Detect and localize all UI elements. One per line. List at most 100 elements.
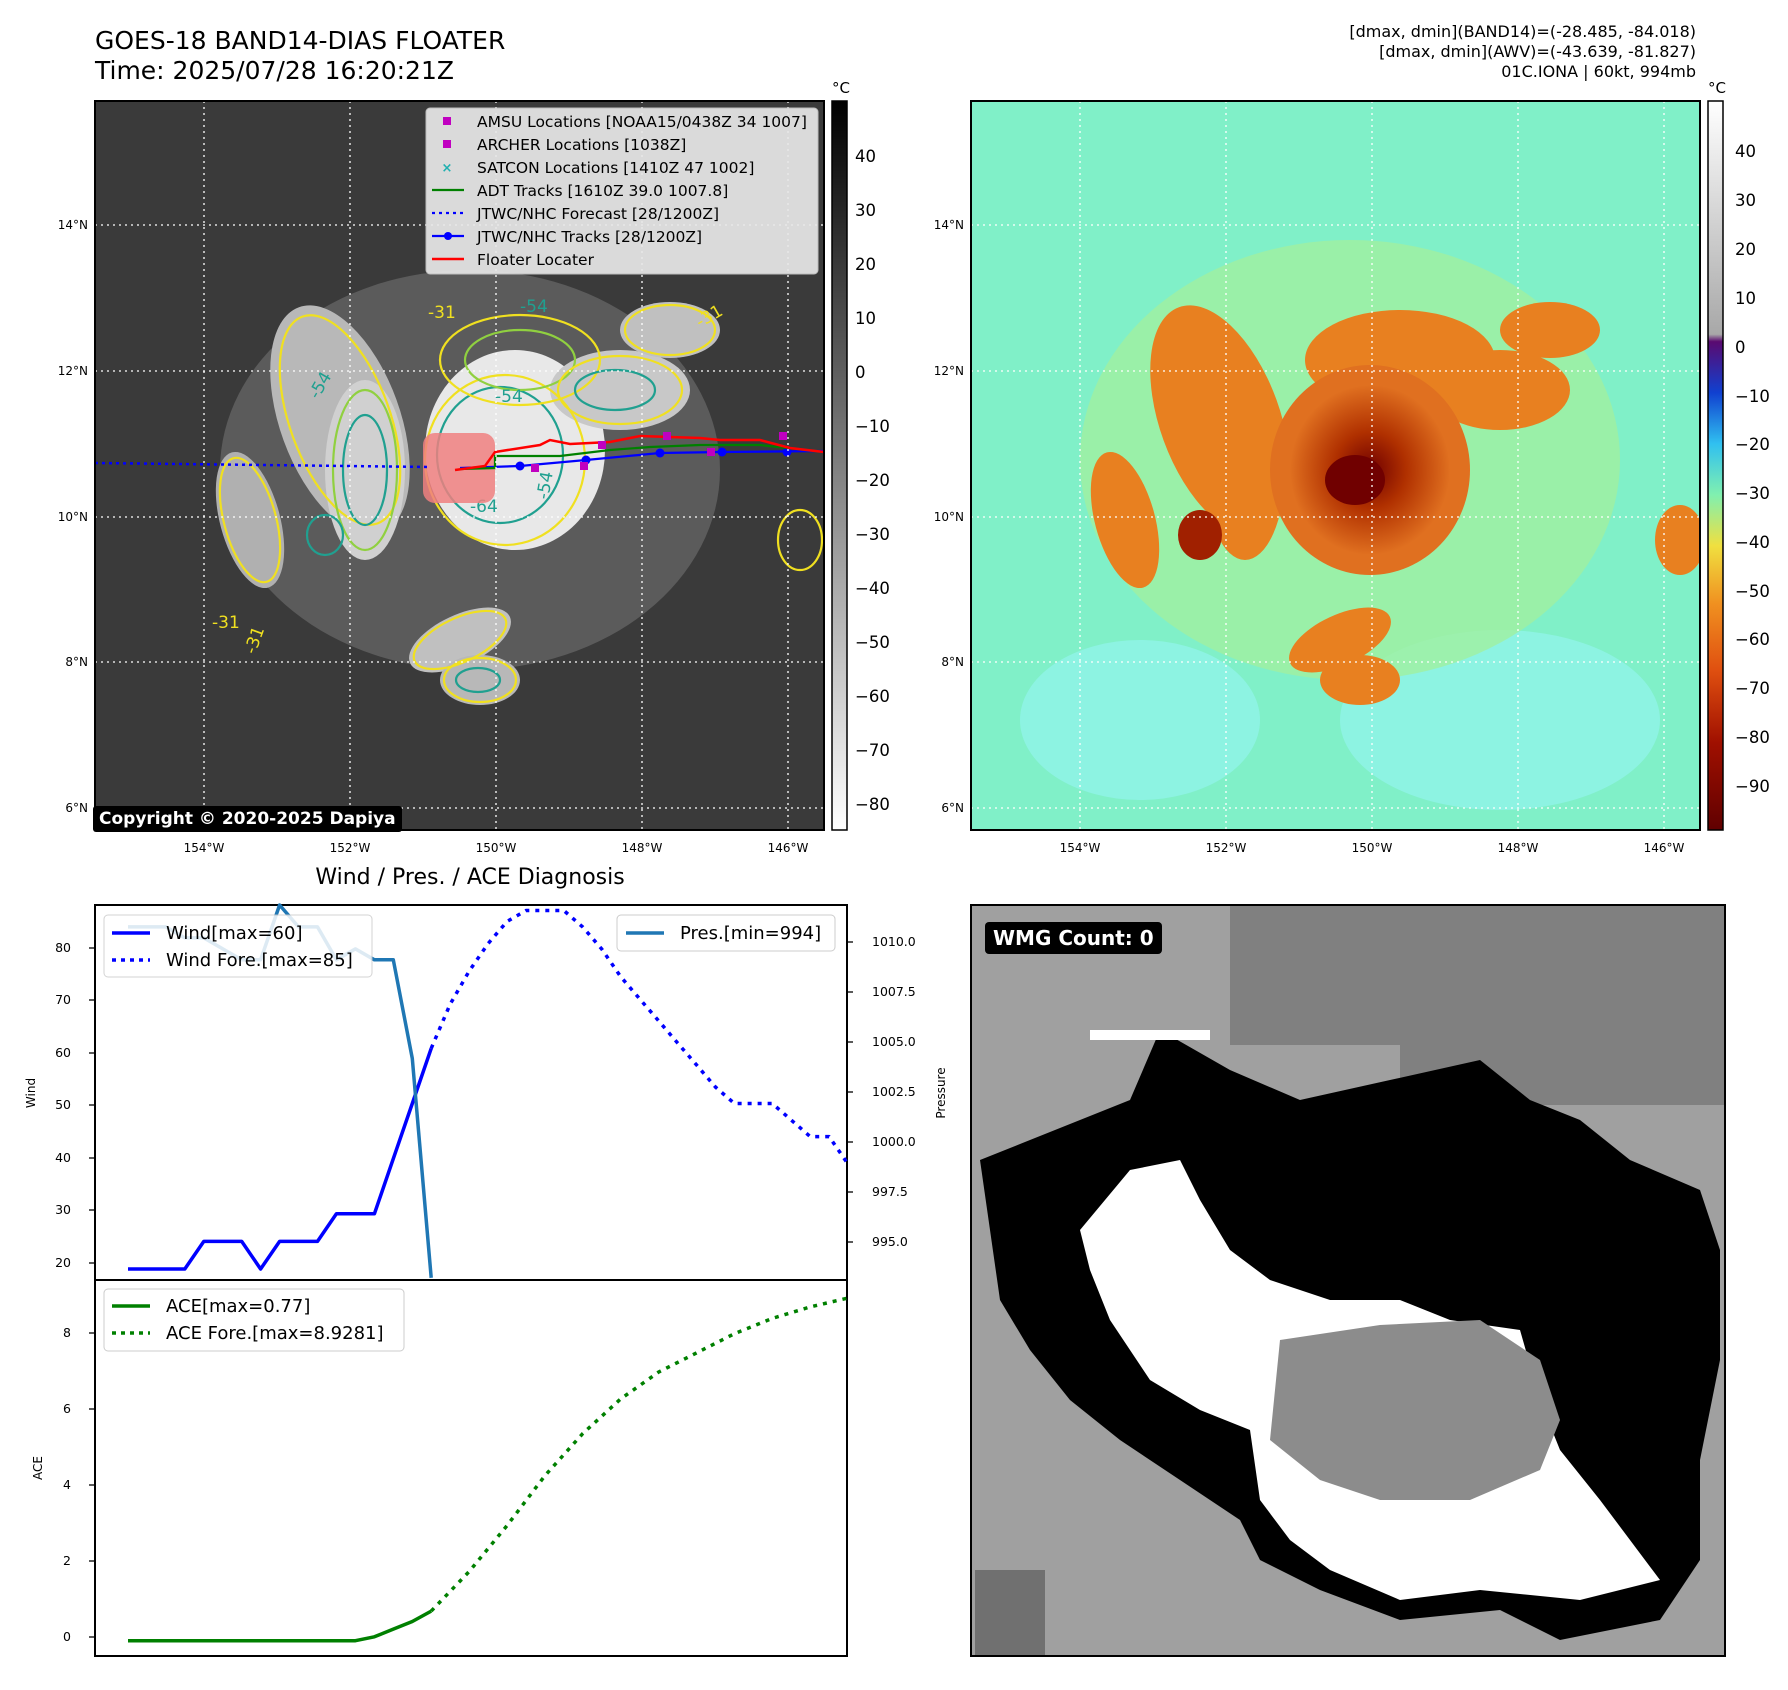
ir-map-frame bbox=[94, 100, 825, 831]
ir-tick: −70 bbox=[855, 741, 890, 760]
wmg-frame bbox=[970, 904, 1726, 1657]
ir-tick: −80 bbox=[855, 795, 890, 814]
pressure-tick: 997.5 bbox=[872, 1184, 908, 1199]
copyright-badge: Copyright © 2020-2025 Dapiya bbox=[93, 806, 402, 832]
figure-title: GOES-18 BAND14-DIAS FLOATER Time: 2025/0… bbox=[95, 26, 505, 86]
legend-marker-archer bbox=[443, 140, 451, 148]
ir-lat-labels: 14°N 12°N 10°N 8°N 6°N bbox=[58, 218, 88, 815]
contour-label: -31 bbox=[212, 613, 240, 633]
lat-label: 8°N bbox=[65, 655, 88, 669]
wind-legend: Wind[max=60] Wind Fore.[max=85] bbox=[103, 914, 373, 978]
color-tick: 30 bbox=[1735, 191, 1756, 210]
legend-pressure: Pres.[min=994] bbox=[680, 923, 821, 944]
wind-forecast-line bbox=[429, 908, 850, 1166]
ace-tick: 2 bbox=[63, 1553, 71, 1568]
wind-axis-label: Wind bbox=[24, 1078, 38, 1108]
legend-wind-fore: Wind Fore.[max=85] bbox=[166, 950, 353, 971]
ace-observed-line bbox=[128, 1609, 433, 1643]
color-tick: −30 bbox=[1735, 484, 1770, 503]
floater-track bbox=[454, 434, 824, 472]
amsu-archer-markers bbox=[531, 432, 787, 472]
ir-tick: −60 bbox=[855, 687, 890, 706]
ir-tick: 30 bbox=[855, 201, 876, 220]
lon-label: 146°W bbox=[1644, 841, 1685, 855]
legend-label-archer: ARCHER Locations [1038Z] bbox=[477, 136, 686, 154]
lon-label: 148°W bbox=[1498, 841, 1539, 855]
ace-tick-labels: 8 6 4 2 0 bbox=[63, 1325, 71, 1644]
storm-info: 01C.IONA | 60kt, 994mb bbox=[1501, 62, 1696, 81]
pressure-tick: 1010.0 bbox=[872, 934, 916, 949]
wind-observed-line bbox=[128, 1047, 433, 1271]
ir-tick: −50 bbox=[855, 633, 890, 652]
legend-label-amsu: AMSU Locations [NOAA15/0438Z 34 1007] bbox=[477, 113, 807, 131]
lon-label: 154°W bbox=[184, 841, 225, 855]
wind-tick: 50 bbox=[55, 1097, 71, 1112]
ir-colorbar-unit: °C bbox=[832, 79, 850, 97]
color-lat-labels: 14°N 12°N 10°N 8°N 6°N bbox=[934, 218, 964, 815]
color-tick: −70 bbox=[1735, 679, 1770, 698]
ir-tick: −20 bbox=[855, 471, 890, 490]
ir-tick: 0 bbox=[855, 363, 866, 382]
wind-tick: 60 bbox=[55, 1045, 71, 1060]
color-map-panel bbox=[971, 101, 1700, 830]
ir-colorbar: °C 40 30 20 10 0 −10 −20 −30 −40 −50 −60… bbox=[831, 79, 890, 831]
wmg-panel bbox=[971, 905, 1725, 1656]
color-cloud-bands bbox=[1090, 302, 1700, 705]
ace-legend: ACE[max=0.77] ACE Fore.[max=8.9281] bbox=[103, 1288, 405, 1352]
legend-label-forecast: JTWC/NHC Forecast [28/1200Z] bbox=[476, 205, 719, 223]
jtwc-track-points bbox=[515, 447, 792, 471]
color-lon-labels: 154°W 152°W 150°W 148°W 146°W bbox=[1060, 841, 1685, 855]
ir-tick: 20 bbox=[855, 255, 876, 274]
color-tick: −80 bbox=[1735, 728, 1770, 747]
ir-tick: −30 bbox=[855, 525, 890, 544]
color-tick: −60 bbox=[1735, 630, 1770, 649]
color-tick: −90 bbox=[1735, 777, 1770, 796]
title-line-2: Time: 2025/07/28 16:20:21Z bbox=[95, 56, 454, 85]
lat-label: 10°N bbox=[58, 510, 88, 524]
color-tick: −40 bbox=[1735, 533, 1770, 552]
legend-label-floater: Floater Locater bbox=[477, 251, 595, 269]
ir-lon-labels: 154°W 152°W 150°W 148°W 146°W bbox=[184, 841, 809, 855]
ir-tick: −40 bbox=[855, 579, 890, 598]
lon-label: 150°W bbox=[1352, 841, 1393, 855]
legend-marker-satcon: × bbox=[442, 161, 453, 176]
color-map-frame bbox=[970, 100, 1701, 831]
lat-label: 6°N bbox=[65, 801, 88, 815]
lon-label: 152°W bbox=[1206, 841, 1247, 855]
figure-info: [dmax, dmin](BAND14)=(-28.485, -84.018) … bbox=[1349, 22, 1696, 82]
awv-range: [dmax, dmin](AWV)=(-43.639, -81.827) bbox=[1379, 42, 1696, 61]
title-line-1: GOES-18 BAND14-DIAS FLOATER bbox=[95, 26, 506, 55]
legend-marker-amsu bbox=[443, 117, 451, 125]
legend-label-adt: ADT Tracks [1610Z 39.0 1007.8] bbox=[477, 182, 728, 200]
floater-locater-box bbox=[423, 433, 495, 503]
wind-tick: 40 bbox=[55, 1150, 71, 1165]
ace-forecast-line bbox=[429, 1296, 849, 1613]
coldest-tops bbox=[1325, 455, 1385, 505]
wind-tick-labels: 80 70 60 50 40 30 20 bbox=[55, 940, 71, 1270]
lon-label: 154°W bbox=[1060, 841, 1101, 855]
ace-series-group bbox=[128, 1296, 849, 1643]
band14-range: [dmax, dmin](BAND14)=(-28.485, -84.018) bbox=[1349, 22, 1696, 41]
ace-tick: 8 bbox=[63, 1325, 71, 1340]
ir-tracks bbox=[95, 432, 824, 472]
wmg-count-badge: WMG Count: 0 bbox=[985, 922, 1162, 954]
lon-label: 146°W bbox=[768, 841, 809, 855]
ace-tick: 4 bbox=[63, 1477, 71, 1492]
legend-ace: ACE[max=0.77] bbox=[166, 1296, 310, 1317]
legend-label-satcon: SATCON Locations [1410Z 47 1002] bbox=[477, 159, 754, 177]
ace-axis-label: ACE bbox=[31, 1456, 45, 1480]
lat-label: 14°N bbox=[934, 218, 964, 232]
lon-label: 150°W bbox=[476, 841, 517, 855]
ace-tick-marks bbox=[89, 1332, 95, 1638]
ace-tick: 0 bbox=[63, 1629, 71, 1644]
jtwc-track-line bbox=[459, 449, 824, 470]
wind-tick: 80 bbox=[55, 940, 71, 955]
color-tick: −20 bbox=[1735, 435, 1770, 454]
pressure-tick: 1005.0 bbox=[872, 1034, 916, 1049]
wind-tick-marks bbox=[89, 947, 95, 1264]
color-tick: 40 bbox=[1735, 142, 1756, 161]
lat-label: 8°N bbox=[941, 655, 964, 669]
color-tick: 20 bbox=[1735, 240, 1756, 259]
pressure-tick: 1007.5 bbox=[872, 984, 916, 999]
